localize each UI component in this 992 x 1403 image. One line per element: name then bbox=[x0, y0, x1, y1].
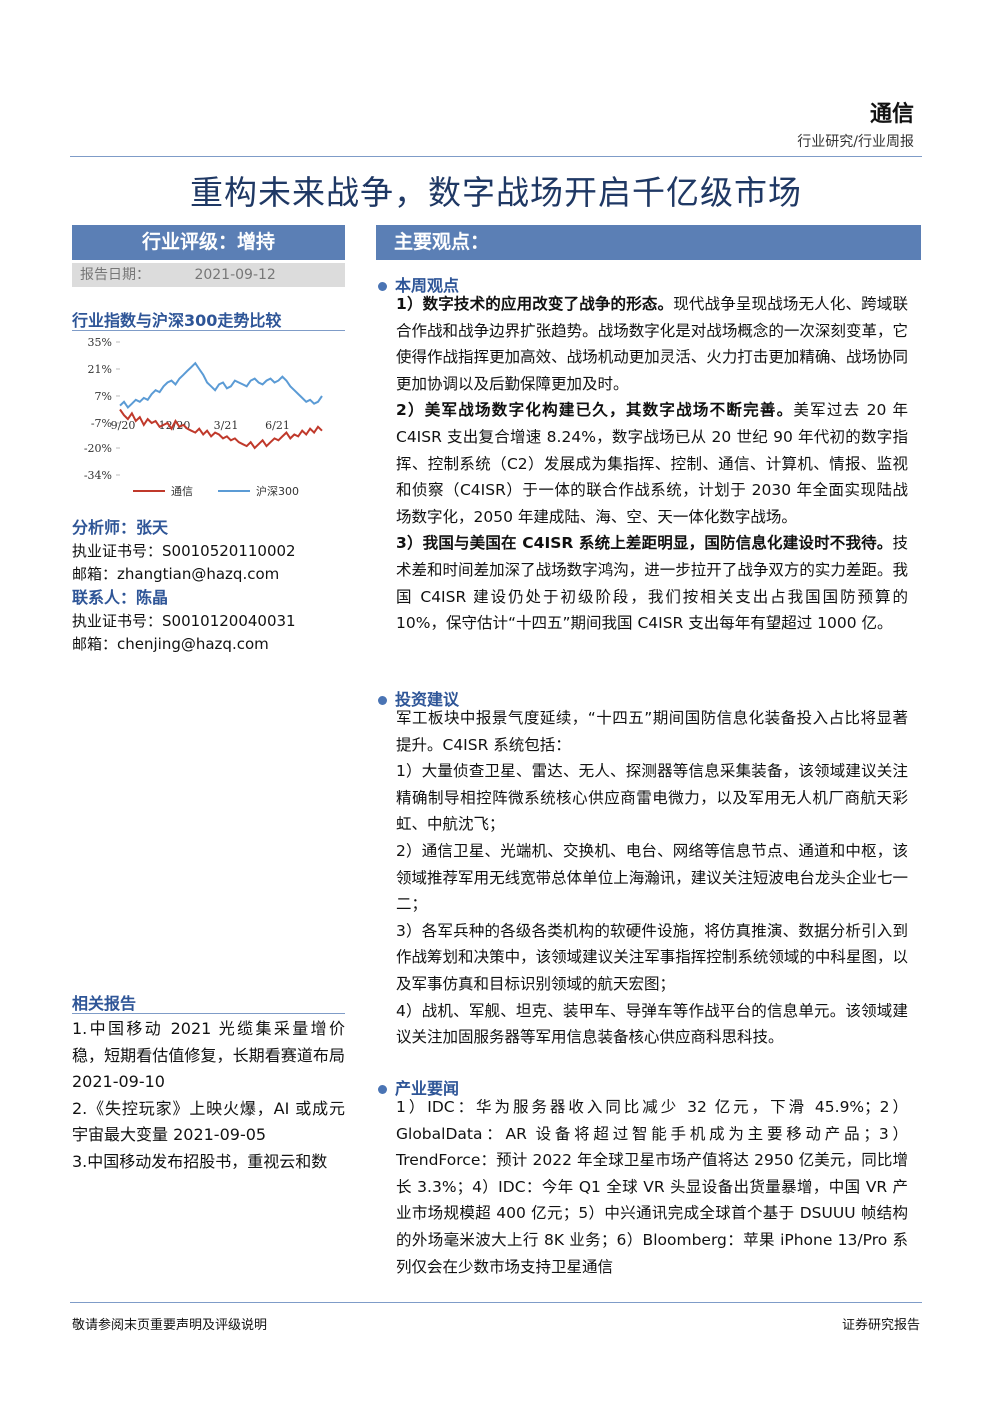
chart-rule bbox=[72, 330, 345, 331]
section-heading: 产业要闻 bbox=[378, 1075, 459, 1099]
paragraph-text: 军工板块中报景气度延续，“十四五”期间国防信息化装备投入占比将显著提升。C4IS… bbox=[396, 709, 908, 754]
paragraph-text: 3）各军兵种的各级各类机构的软硬件设施，将仿真推演、数据分析引入到作战筹划和决策… bbox=[396, 921, 908, 993]
x-tick-label: 12/20 bbox=[159, 419, 191, 432]
footer-right: 证券研究报告 bbox=[841, 1318, 920, 1333]
y-tick-label: -7% bbox=[91, 417, 112, 430]
paragraph: 2）美军战场数字化构建已久，其数字战场不断完善。美军过去 20 年 C4ISR … bbox=[396, 397, 908, 530]
paragraph-lead: 2）美军战场数字化构建已久，其数字战场不断完善。 bbox=[396, 401, 794, 420]
footer-rule bbox=[70, 1302, 922, 1303]
paragraph: 2）通信卫星、光端机、交换机、电台、网络等信息节点、通道和中枢，该领域推荐军用无… bbox=[396, 838, 908, 918]
paragraph-text: 技术差和时间差加深了战场数字鸿沟，进一步拉开了战争双方的实力差距。我国 C4IS… bbox=[396, 534, 908, 633]
contact-line: 邮箱：chenjing@hazq.com bbox=[72, 635, 269, 653]
main-title-bar: 主要观点： bbox=[376, 225, 921, 260]
paragraph: 1）IDC：华为服务器收入同比减少 32 亿元，下滑 45.9%；2）Globa… bbox=[396, 1094, 908, 1280]
related-list: 1.中国移动 2021 光缆集采量增价稳，短期看估值修复，长期看赛道布局 202… bbox=[72, 1016, 345, 1175]
y-tick-label: 21% bbox=[88, 363, 112, 376]
paragraph-text: 4）战机、军舰、坦克、装甲车、导弹车等作战平台的信息单元。该领域建议关注加固服务… bbox=[396, 1001, 908, 1047]
paragraph: 1）数字技术的应用改变了战争的形态。现代战争呈现战场无人化、跨域联合作战和战争边… bbox=[396, 291, 908, 397]
report-date-label: 报告日期： bbox=[80, 267, 150, 283]
contact-line: 执业证书号：S0010120040031 bbox=[72, 612, 296, 630]
paragraph: 军工板块中报景气度延续，“十四五”期间国防信息化装备投入占比将显著提升。C4IS… bbox=[396, 705, 908, 758]
related-item: 3.中国移动发布招股书，重视云和数 bbox=[72, 1151, 328, 1171]
contact-title: 分析师：张天 bbox=[72, 518, 169, 537]
main-title: 主要观点： bbox=[394, 231, 490, 253]
paragraph: 3）各军兵种的各级各类机构的软硬件设施，将仿真推演、数据分析引入到作战筹划和决策… bbox=[396, 918, 908, 998]
header-rule bbox=[70, 156, 922, 157]
section-heading: 本周观点 bbox=[378, 272, 459, 296]
chart: 35% 21% 7% -7% -20% -34% 9/20 12/20 3/21 6/21 通信 沪深… bbox=[84, 336, 323, 498]
rating: 行业评级：增持 bbox=[72, 225, 345, 260]
related-item: 2.《失控玩家》上映火爆，AI 或成元宇宙最大变量 2021-09-05 bbox=[72, 1098, 345, 1145]
x-tick-label: 6/21 bbox=[265, 419, 290, 432]
contact-line: 执业证书号：S0010520110002 bbox=[72, 542, 296, 560]
legend-label: 沪深300 bbox=[256, 484, 299, 498]
category: 行业研究/行业周报 bbox=[797, 134, 914, 150]
contact-title: 联系人：陈晶 bbox=[72, 588, 169, 607]
contacts: 分析师：张天执业证书号：S0010520110002 邮箱：zhangtian@h… bbox=[72, 516, 345, 656]
paragraph-text: 1）IDC：华为服务器收入同比减少 32 亿元，下滑 45.9%；2）Globa… bbox=[396, 1098, 908, 1276]
y-tick-label: 35% bbox=[88, 336, 112, 349]
paragraph-text: 现代战争呈现战场无人化、跨域联合作战和战争边界扩张趋势。战场数字化是对战场概念的… bbox=[396, 295, 908, 393]
chart-title: 行业指数与沪深300走势比较 bbox=[72, 311, 282, 330]
title: 重构未来战争，数字战场开启千亿级市场 bbox=[190, 173, 802, 212]
footer-left: 敬请参阅末页重要声明及评级说明 bbox=[72, 1318, 268, 1333]
series-line bbox=[119, 408, 323, 450]
paragraph-text: 2）通信卫星、光端机、交换机、电台、网络等信息节点、通道和中枢，该领域推荐军用无… bbox=[396, 841, 908, 914]
paragraph-lead: 1）数字技术的应用改变了战争的形态。 bbox=[396, 295, 674, 313]
y-tick-label: -20% bbox=[84, 442, 112, 455]
y-tick-label: -34% bbox=[84, 469, 112, 482]
section-body: 军工板块中报景气度延续，“十四五”期间国防信息化装备投入占比将显著提升。C4IS… bbox=[396, 705, 908, 1051]
report-date: 2021-09-12 bbox=[194, 267, 276, 283]
legend-label: 通信 bbox=[171, 485, 193, 498]
report-date-row: 报告日期： 2021-09-12 bbox=[72, 263, 345, 287]
section-body: 1）数字技术的应用改变了战争的形态。现代战争呈现战场无人化、跨域联合作战和战争边… bbox=[396, 291, 908, 637]
x-tick-label: 3/21 bbox=[214, 419, 239, 432]
series-line bbox=[119, 361, 323, 410]
related-item: 1.中国移动 2021 光缆集采量增价稳，短期看估值修复，长期看赛道布局 202… bbox=[72, 1019, 345, 1091]
related-rule bbox=[72, 1013, 345, 1014]
paragraph-lead: 3）我国与美国在 C4ISR 系统上差距明显，国防信息化建设时不我待。 bbox=[396, 534, 893, 553]
sector: 通信 bbox=[869, 102, 914, 127]
paragraph: 1）大量侦查卫星、雷达、无人、探测器等信息采集装备，该领域建议关注精确制导相控阵… bbox=[396, 758, 908, 838]
section-body: 1）IDC：华为服务器收入同比减少 32 亿元，下滑 45.9%；2）Globa… bbox=[396, 1094, 908, 1280]
y-tick-label: 7% bbox=[95, 390, 112, 403]
paragraph: 3）我国与美国在 C4ISR 系统上差距明显，国防信息化建设时不我待。技术差和时… bbox=[396, 530, 908, 636]
related-title: 相关报告 bbox=[72, 994, 137, 1013]
paragraph-text: 美军过去 20 年 C4ISR 支出复合增速 8.24%，数字战场已从 20 世… bbox=[396, 401, 908, 526]
section-heading: 投资建议 bbox=[378, 686, 459, 710]
contact-line: 邮箱：zhangtian@hazq.com bbox=[72, 565, 280, 583]
x-tick-label: 9/20 bbox=[111, 419, 136, 432]
paragraph-text: 1）大量侦查卫星、雷达、无人、探测器等信息采集装备，该领域建议关注精确制导相控阵… bbox=[396, 762, 908, 834]
paragraph: 4）战机、军舰、坦克、装甲车、导弹车等作战平台的信息单元。该领域建议关注加固服务… bbox=[396, 998, 908, 1051]
